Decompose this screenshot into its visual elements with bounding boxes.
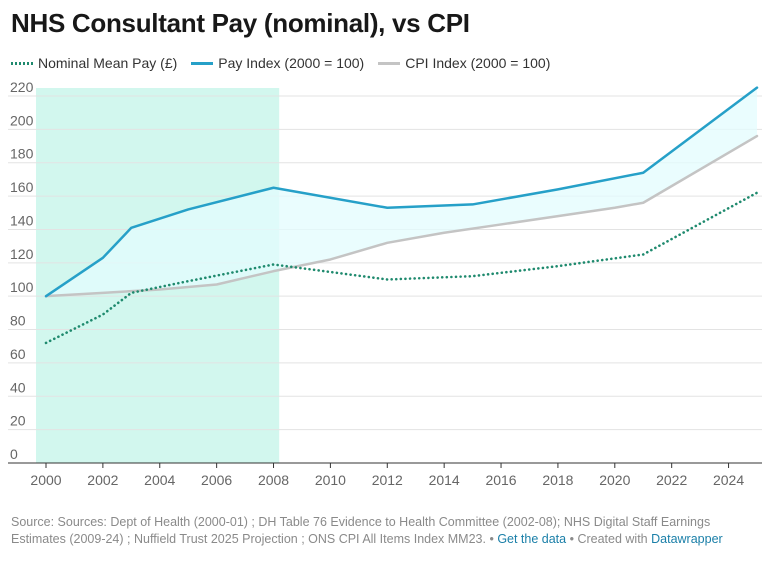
legend-label: Nominal Mean Pay (£): [38, 55, 178, 71]
legend-label: CPI Index (2000 = 100): [405, 55, 551, 71]
x-tick-label: 2018: [542, 472, 573, 488]
y-tick-label: 160: [10, 179, 34, 195]
x-tick-label: 2020: [599, 472, 630, 488]
y-tick-label: 200: [10, 112, 34, 128]
y-tick-label: 40: [10, 379, 26, 395]
y-tick-label: 140: [10, 212, 34, 228]
line-chart: 0 20 40 60 80 100 120 140 160 180 200 220 2000 2002 20…: [8, 80, 762, 488]
pay-index-line: [44, 86, 759, 298]
x-tick-label: 2016: [485, 472, 516, 488]
x-tick-label: 2024: [713, 472, 744, 488]
separator: •: [566, 532, 578, 546]
chart-title: NHS Consultant Pay (nominal), vs CPI: [11, 8, 470, 38]
x-tick-label: 2012: [372, 472, 403, 488]
created-with-text: Created with: [577, 532, 648, 546]
y-tick-label: 220: [10, 80, 34, 95]
legend-item-pay-index: Pay Index (2000 = 100): [191, 55, 364, 71]
y-tick-label: 60: [10, 346, 26, 362]
legend-swatch-solid: [191, 61, 214, 65]
x-tick-label: 2010: [315, 472, 346, 488]
x-tick-label: 2014: [429, 472, 460, 488]
y-tick-label: 80: [10, 313, 26, 329]
y-tick-label: 180: [10, 146, 34, 162]
legend-swatch-solid: [378, 61, 401, 65]
x-tick-label: 2000: [30, 472, 61, 488]
y-tick-label: 20: [10, 413, 26, 429]
legend-label: Pay Index (2000 = 100): [218, 55, 365, 71]
chart-legend: Nominal Mean Pay (£) Pay Index (2000 = 1…: [11, 55, 564, 71]
x-tick-label: 2002: [87, 472, 118, 488]
x-tick-label: 2008: [258, 472, 289, 488]
separator: •: [485, 532, 498, 546]
datawrapper-link[interactable]: Datawrapper: [651, 532, 723, 546]
legend-item-nominal-pay: Nominal Mean Pay (£): [11, 55, 177, 71]
y-tick-label: 120: [10, 246, 34, 262]
source-text: Source: Sources: Dept of Health (2000-01…: [11, 515, 711, 546]
cpi-index-line: [44, 134, 759, 298]
x-tick-label: 2022: [656, 472, 687, 488]
legend-item-cpi-index: CPI Index (2000 = 100): [378, 55, 550, 71]
x-tick-label: 2006: [201, 472, 232, 488]
get-data-link[interactable]: Get the data: [497, 532, 567, 546]
legend-swatch-dotted: [11, 61, 33, 65]
x-tick-label: 2004: [144, 472, 175, 488]
gap-area: [46, 87, 757, 297]
chart-footer: Source: Sources: Dept of Health (2000-01…: [11, 514, 763, 548]
y-tick-label: 0: [10, 446, 18, 462]
y-tick-label: 100: [10, 279, 34, 295]
